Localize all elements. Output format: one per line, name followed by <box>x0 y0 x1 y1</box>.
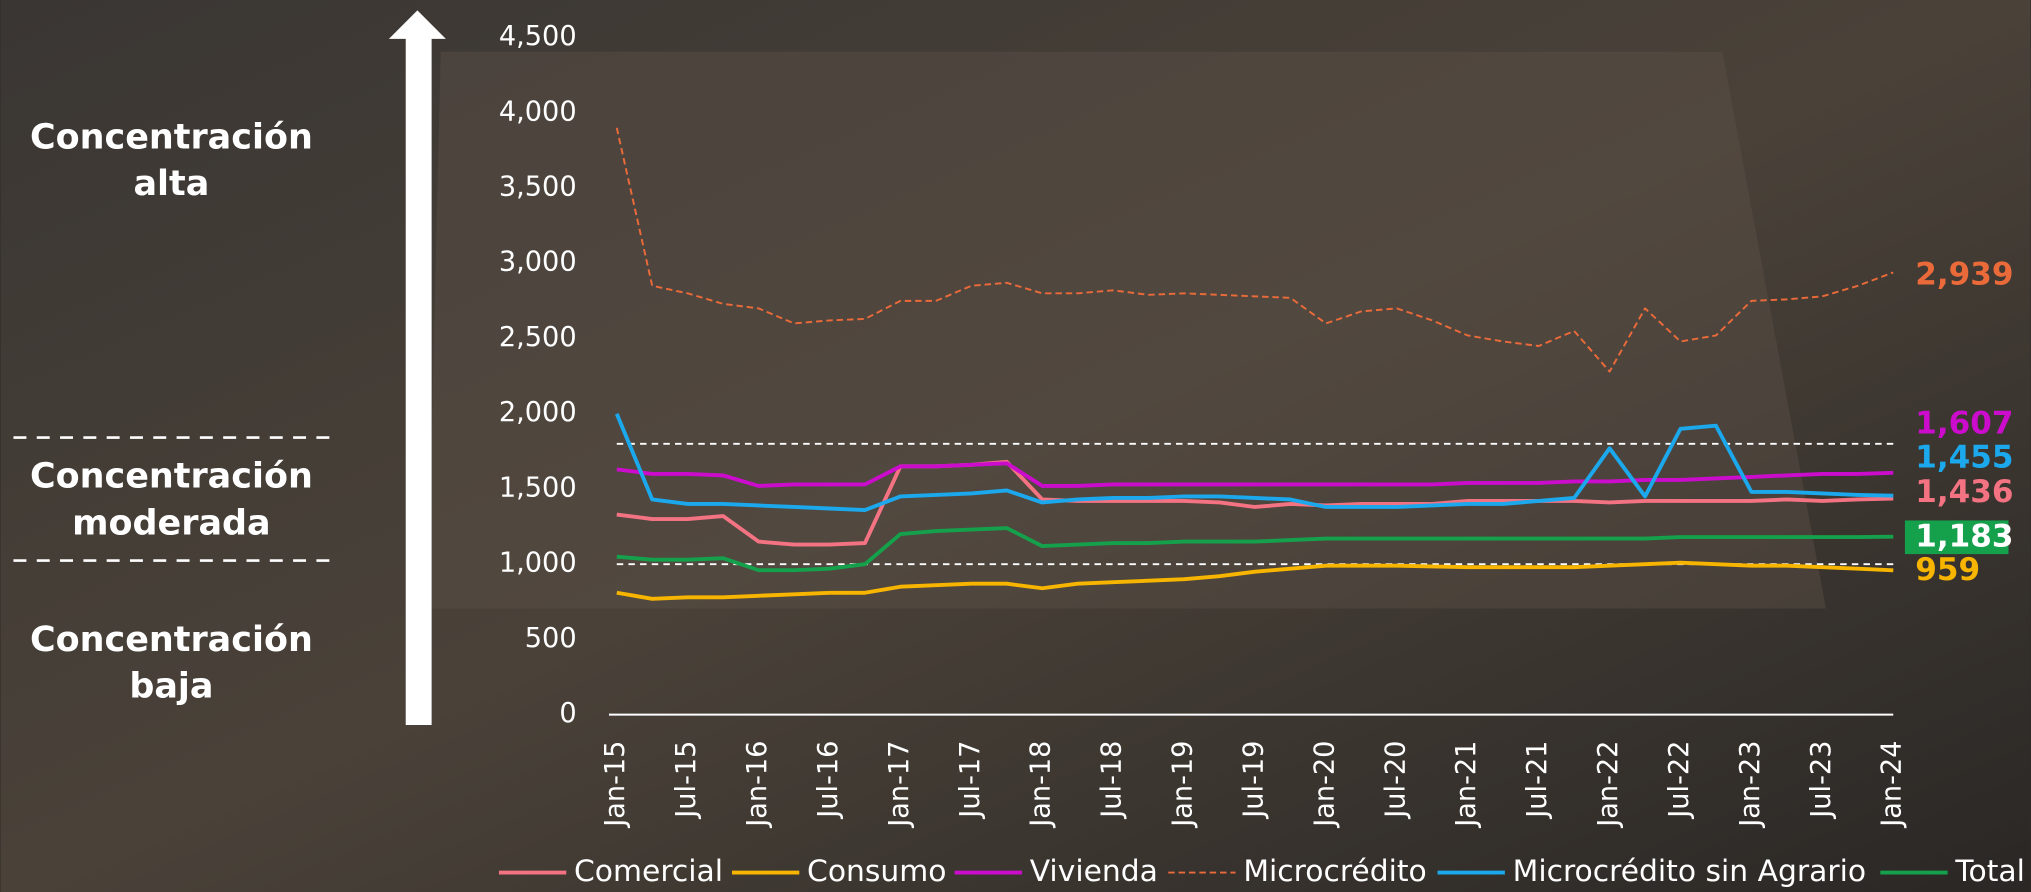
legend-label: Vivienda <box>1030 854 1158 889</box>
legend-label: Total <box>1954 854 2025 889</box>
y-tick-label: 4,500 <box>499 21 577 52</box>
x-tick-label: Jul-18 <box>1097 741 1128 820</box>
value-label: 1,183 <box>1915 518 2013 554</box>
legend-label: Comercial <box>574 854 723 889</box>
x-tick-label: Jul-17 <box>955 741 986 820</box>
chart: ConcentraciónaltaConcentraciónmoderadaCo… <box>0 0 2031 892</box>
y-tick-label: 1,000 <box>499 548 577 579</box>
x-tick-label: Jul-16 <box>813 741 844 820</box>
y-tick-label: 1,500 <box>499 472 577 503</box>
x-tick-label: Jan-23 <box>1735 741 1766 829</box>
y-tick-label: 500 <box>525 623 577 654</box>
x-tick-label: Jul-22 <box>1664 741 1695 820</box>
y-tick-label: 3,000 <box>499 247 577 278</box>
x-tick-label: Jan-21 <box>1451 741 1482 829</box>
x-tick-label: Jan-19 <box>1168 741 1199 829</box>
x-tick-label: Jan-22 <box>1593 741 1624 829</box>
page: {"chart_data": {"type": "line", "annotat… <box>0 0 2031 892</box>
y-tick-label: 2,000 <box>499 397 577 428</box>
x-tick-label: Jul-19 <box>1239 741 1270 820</box>
x-tick-label: Jan-17 <box>884 741 915 829</box>
x-tick-label: Jan-15 <box>600 741 631 829</box>
x-tick-label: Jan-24 <box>1877 741 1908 829</box>
value-label: 1,455 <box>1915 439 2013 475</box>
x-tick-label: Jul-15 <box>671 741 702 820</box>
y-tick-label: 3,500 <box>499 172 577 203</box>
x-tick-label: Jan-20 <box>1309 741 1340 829</box>
x-tick-label: Jul-23 <box>1806 741 1837 820</box>
x-tick-label: Jul-21 <box>1522 741 1553 820</box>
value-label: 1,436 <box>1915 474 2013 510</box>
x-tick-label: Jan-18 <box>1026 741 1057 829</box>
board-backdrop <box>428 52 1826 609</box>
x-tick-label: Jan-16 <box>742 741 773 829</box>
legend-label: Microcrédito sin Agrario <box>1513 854 1866 889</box>
x-tick-label: Jul-20 <box>1380 741 1411 820</box>
legend-label: Microcrédito <box>1243 854 1426 889</box>
value-label: 959 <box>1915 552 1980 588</box>
y-tick-label: 4,000 <box>499 96 577 127</box>
legend-label: Consumo <box>807 854 946 889</box>
y-tick-label: 2,500 <box>499 322 577 353</box>
value-label: 2,939 <box>1915 257 2013 293</box>
value-label: 1,607 <box>1915 406 2013 442</box>
y-tick-label: 0 <box>559 698 576 729</box>
